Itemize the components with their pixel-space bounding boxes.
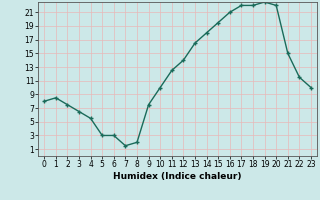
- X-axis label: Humidex (Indice chaleur): Humidex (Indice chaleur): [113, 172, 242, 181]
